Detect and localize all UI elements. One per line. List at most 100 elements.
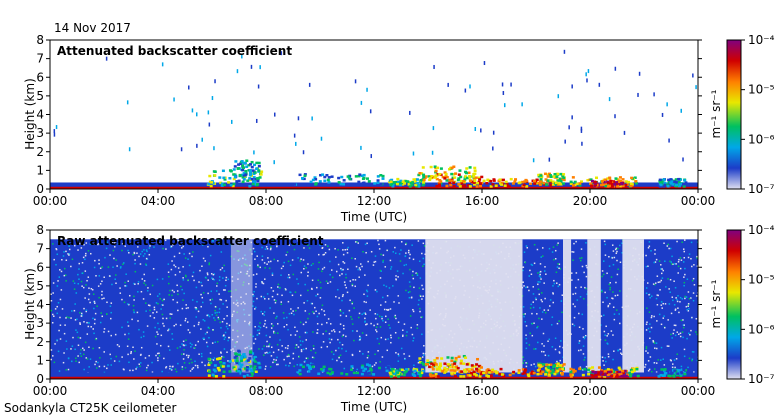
noise-cell	[529, 269, 531, 272]
cloud-cell	[241, 166, 245, 169]
noise-cell	[183, 362, 186, 364]
noise-cell	[157, 302, 159, 305]
cloud-cell	[603, 375, 607, 378]
noise-cell	[264, 352, 266, 354]
noise-cell	[354, 241, 357, 243]
cloud-cell	[367, 369, 371, 373]
noise-cell	[695, 295, 698, 297]
noise-cell	[267, 261, 270, 263]
cloud-cell	[484, 371, 488, 375]
cloud-cell	[381, 177, 385, 180]
noise-cell	[683, 348, 686, 351]
noise-cell	[679, 301, 681, 303]
noise-cell	[174, 265, 177, 268]
cloud-cell	[553, 372, 557, 376]
cloud-cell	[546, 173, 550, 176]
noise-cell	[534, 348, 537, 350]
cloud-cell	[539, 178, 543, 181]
noise-cell	[165, 366, 167, 369]
cloud-cell	[211, 373, 215, 376]
noise-cell	[330, 351, 333, 353]
noise-cell	[326, 322, 328, 324]
noise-cell	[540, 299, 543, 301]
noise-cell	[276, 323, 279, 325]
speckle	[360, 145, 362, 150]
noise-cell	[115, 274, 117, 276]
noise-cell	[64, 324, 66, 326]
noise-cell	[411, 244, 413, 246]
cloud-cell	[394, 180, 398, 184]
noise-cell	[115, 259, 117, 261]
cloud-cell	[682, 368, 686, 371]
noise-cell	[266, 351, 268, 354]
noise-cell	[347, 268, 349, 271]
y-tick-label: 4	[36, 298, 44, 312]
cloud-cell	[550, 371, 554, 375]
noise-cell	[687, 303, 690, 305]
noise-cell	[213, 279, 215, 281]
cloud-cell	[239, 365, 243, 368]
noise-cell	[680, 365, 683, 368]
noise-cell	[265, 246, 268, 248]
noise-cell	[200, 281, 202, 284]
noise-cell	[118, 345, 121, 348]
noise-cell	[337, 338, 339, 341]
cloud-cell	[453, 176, 457, 179]
noise-cell	[679, 296, 682, 299]
noise-cell	[393, 316, 396, 318]
cloud-cell	[489, 185, 493, 188]
noise-cell	[183, 349, 185, 351]
noise-cell	[82, 286, 85, 289]
noise-cell	[184, 257, 187, 259]
noise-cell	[339, 341, 341, 344]
noise-cell	[214, 312, 216, 314]
noise-cell	[321, 268, 324, 270]
cloud-cell	[573, 369, 577, 373]
speckle	[308, 82, 311, 87]
cloud-cell	[477, 176, 481, 180]
noise-cell	[128, 361, 130, 364]
noise-cell	[411, 274, 414, 277]
cloud-cell	[629, 368, 633, 372]
cloud-cell	[243, 367, 247, 370]
noise-cell	[57, 302, 60, 304]
noise-cell	[544, 354, 547, 357]
noise-cell	[89, 301, 91, 304]
cloud-cell	[540, 181, 544, 185]
cloud-cell	[552, 371, 556, 374]
noise-cell	[265, 365, 267, 368]
noise-cell	[661, 272, 663, 275]
noise-cell	[155, 354, 157, 357]
noise-cell	[288, 365, 290, 367]
noise-cell	[77, 336, 80, 339]
cloud-cell	[675, 373, 679, 377]
y-tick-label: 3	[36, 316, 44, 330]
noise-cell	[198, 321, 200, 324]
clear-period	[622, 239, 644, 379]
cloud-cell	[473, 179, 477, 182]
noise-cell	[585, 242, 587, 244]
cloud-cell	[571, 370, 575, 374]
noise-cell	[85, 357, 88, 359]
cloud-cell	[237, 369, 241, 373]
noise-cell	[580, 286, 582, 288]
noise-cell	[128, 332, 130, 335]
noise-cell	[655, 258, 658, 261]
noise-cell	[600, 289, 603, 292]
noise-cell	[358, 335, 361, 338]
noise-cell	[228, 336, 231, 339]
cloud-cell	[244, 170, 248, 173]
cloud-cell	[235, 359, 239, 363]
x-tick-label: 16:00	[465, 194, 500, 208]
cloud-cell	[381, 174, 385, 178]
noise-cell	[673, 263, 676, 265]
speckle	[614, 66, 617, 71]
noise-cell	[668, 303, 671, 305]
cloud-cell	[562, 173, 566, 176]
noise-cell	[127, 325, 130, 327]
noise-cell	[387, 318, 389, 320]
noise-cell	[557, 242, 559, 244]
noise-cell	[419, 295, 422, 298]
y-tick-label: 7	[36, 52, 44, 66]
noise-cell	[531, 312, 533, 315]
